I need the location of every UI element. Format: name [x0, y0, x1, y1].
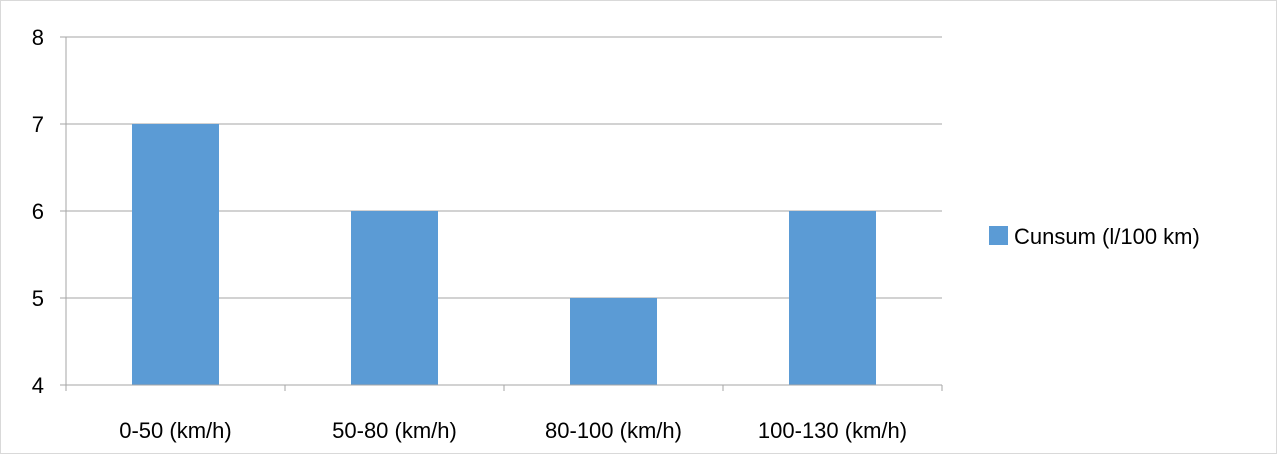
bar: [351, 211, 438, 385]
x-category-label: 50-80 (km/h): [332, 418, 457, 443]
legend: Cunsum (l/100 km): [989, 224, 1200, 249]
y-tick-label: 7: [32, 112, 44, 137]
y-tick-label: 4: [32, 373, 44, 398]
y-tick-label: 6: [32, 199, 44, 224]
y-tick-label: 5: [32, 286, 44, 311]
bar: [789, 211, 876, 385]
x-category-label: 0-50 (km/h): [119, 418, 231, 443]
bars: [132, 124, 876, 385]
x-category-label: 100-130 (km/h): [758, 418, 907, 443]
legend-swatch: [989, 226, 1008, 245]
y-tick-label: 8: [32, 25, 44, 50]
labels: 4 5 6 7 8 0-50 (km/h) 50-80 (km/h) 80-100 (km/h…: [32, 25, 907, 443]
bar: [570, 298, 657, 385]
legend-label: Cunsum (l/100 km): [1014, 224, 1200, 249]
axes: [65, 37, 943, 391]
bar: [132, 124, 219, 385]
x-category-label: 80-100 (km/h): [545, 418, 682, 443]
